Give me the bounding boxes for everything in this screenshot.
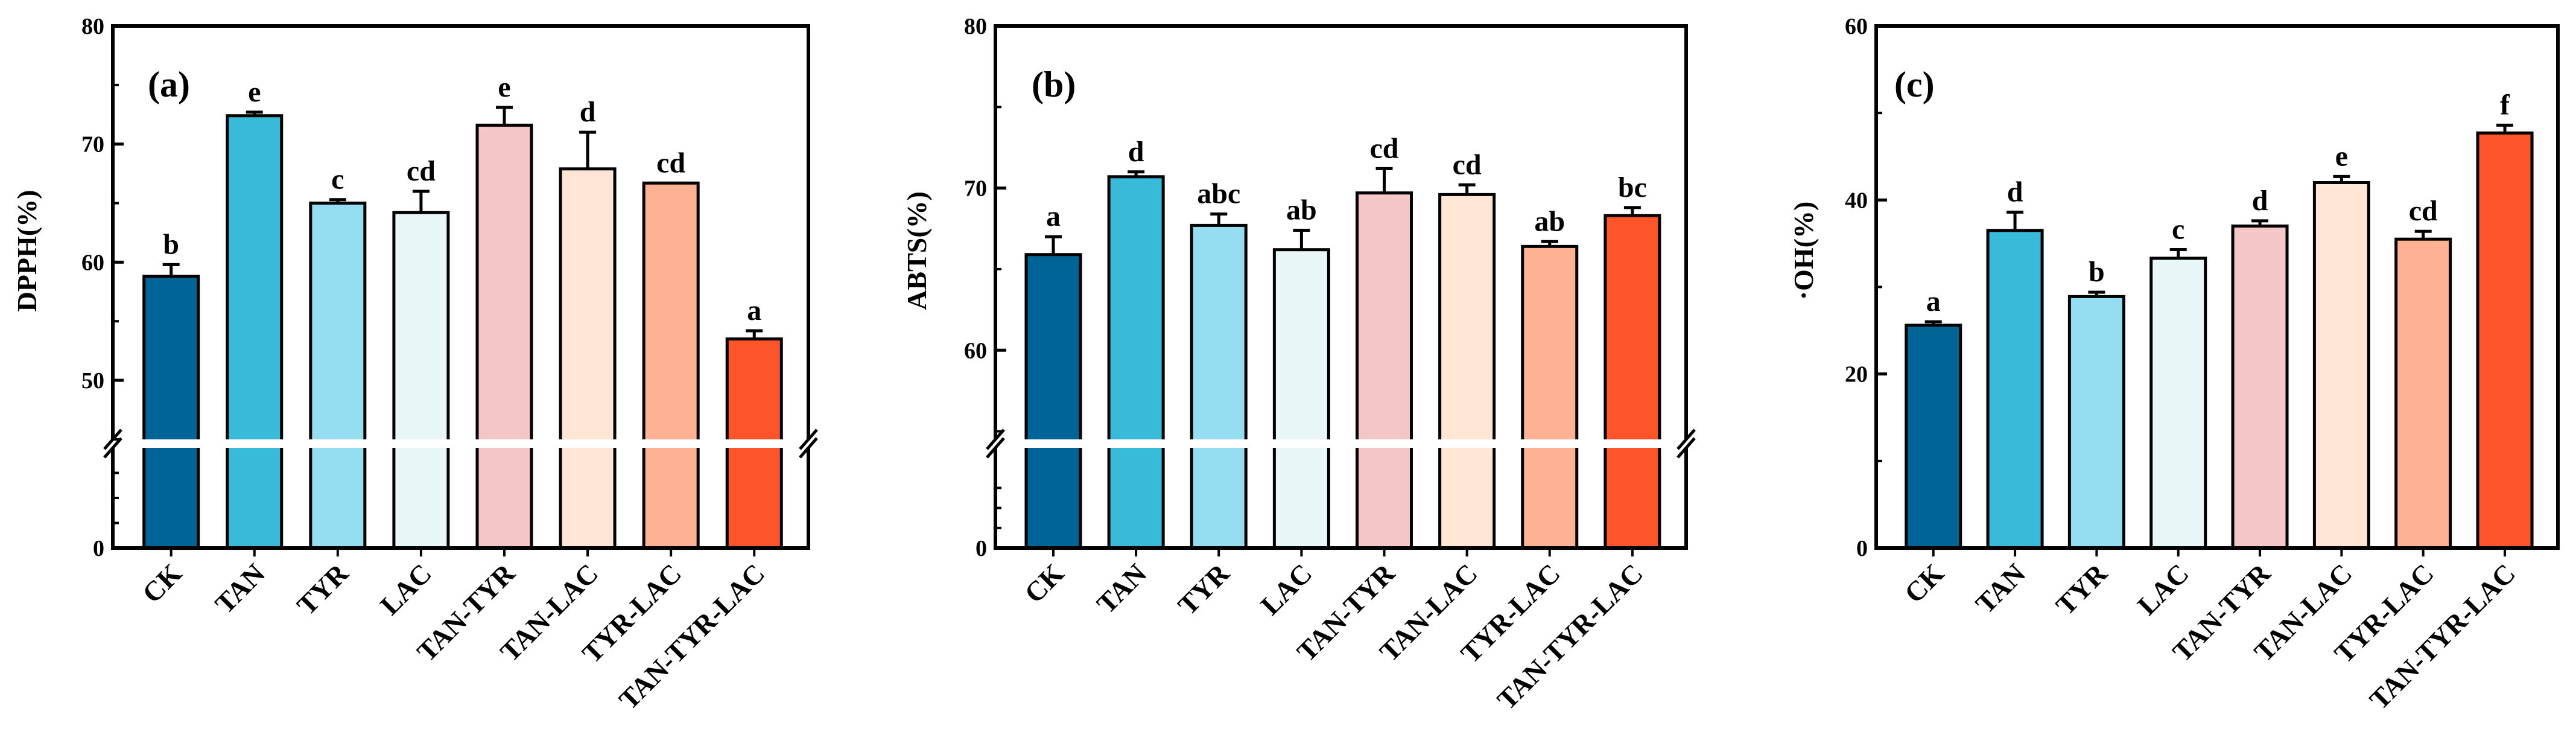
bar xyxy=(1604,214,1661,550)
x-tick-label: TAN-TYR-LAC xyxy=(613,558,770,715)
significance-letter: ab xyxy=(1286,194,1317,226)
bar xyxy=(2476,131,2534,550)
axis-break-gap xyxy=(989,439,1692,448)
y-tick-label: 20 xyxy=(1845,362,1868,387)
significance-letter: d xyxy=(580,96,596,128)
bar xyxy=(1272,248,1330,550)
x-tick-label: TAN xyxy=(1091,558,1152,619)
bar xyxy=(1024,253,1082,550)
significance-letter: cd xyxy=(2409,195,2438,227)
bar xyxy=(1986,229,2044,550)
bar xyxy=(1107,175,1165,550)
x-tick-label: CK xyxy=(136,558,188,609)
significance-letter: a xyxy=(747,295,761,327)
y-tick-label: 60 xyxy=(964,338,987,363)
significance-letter: c xyxy=(331,164,344,196)
x-tick-label: TAN-TYR-LAC xyxy=(1491,558,1649,715)
significance-letter: cd xyxy=(656,147,685,179)
y-tick-label: 0 xyxy=(976,536,987,561)
y-axis-label: DPPH(%) xyxy=(11,190,42,312)
plot-frame xyxy=(1874,24,2560,550)
y-tick-label: 40 xyxy=(1845,188,1868,213)
x-tick-label: LAC xyxy=(2131,558,2195,621)
axis-break-mark xyxy=(103,437,122,459)
panel-label: (b) xyxy=(1032,65,1076,104)
x-tick-label: CK xyxy=(1899,558,1950,609)
bar xyxy=(2067,295,2125,550)
significance-letter: a xyxy=(1046,200,1061,232)
significance-letter: f xyxy=(2500,89,2510,121)
y-tick-label: 70 xyxy=(964,176,987,202)
plot-frame xyxy=(994,24,1688,550)
bar xyxy=(2149,257,2207,550)
y-tick-label: 80 xyxy=(964,14,987,39)
y-tick-label: 0 xyxy=(93,536,104,561)
bar xyxy=(559,167,617,550)
significance-letter: bc xyxy=(1618,171,1647,203)
axis-break-mark xyxy=(799,429,818,450)
x-tick-label: TYR xyxy=(291,557,354,620)
axis-break-mark xyxy=(1677,429,1696,450)
panel-label: (c) xyxy=(1894,65,1935,104)
bar xyxy=(642,181,700,550)
y-tick-label: 60 xyxy=(81,250,104,275)
significance-letter: e xyxy=(498,71,510,103)
x-tick-label: LAC xyxy=(374,558,437,621)
significance-letter: c xyxy=(2172,214,2184,246)
significance-letter: a xyxy=(1926,285,1941,317)
significance-letter: cd xyxy=(1453,148,1482,180)
bar xyxy=(2394,237,2452,550)
y-tick-label: 70 xyxy=(81,132,104,158)
significance-letter: e xyxy=(2335,140,2348,172)
bar xyxy=(1190,223,1248,550)
bar xyxy=(142,275,200,550)
y-tick-label: 80 xyxy=(81,14,104,39)
x-tick-label: CK xyxy=(1018,558,1070,609)
bar xyxy=(392,211,450,550)
axis-break-gap xyxy=(107,439,814,448)
significance-letter: cd xyxy=(407,155,436,187)
significance-letter: ab xyxy=(1534,205,1565,237)
x-tick-label: TAN xyxy=(209,558,270,619)
significance-letter: d xyxy=(2007,176,2023,208)
significance-letter: d xyxy=(2252,185,2268,217)
bar xyxy=(475,123,533,550)
significance-letter: d xyxy=(1128,136,1144,168)
y-tick-label: 50 xyxy=(81,368,104,394)
y-axis-label: ABTS(%) xyxy=(901,191,932,310)
significance-letter: e xyxy=(248,76,261,108)
bar xyxy=(1355,191,1413,550)
significance-letter: cd xyxy=(1369,132,1398,164)
plot-frame xyxy=(111,24,810,550)
panel-a-chart: bCKeTANcTYRcdLACeTAN-TYRdTAN-LACcdTYR-LA… xyxy=(11,14,818,715)
bar xyxy=(2231,225,2289,550)
bar xyxy=(1438,193,1496,550)
axis-break-mark xyxy=(986,437,1005,459)
significance-letter: b xyxy=(2089,256,2105,288)
panel-b-chart: aCKdTANabcTYRabLACcdTAN-TYRcdTAN-LACabTY… xyxy=(901,14,1696,715)
significance-letter: abc xyxy=(1197,178,1240,210)
bar xyxy=(2312,181,2370,550)
x-tick-label: TYR xyxy=(1172,557,1236,620)
x-tick-label: TAN xyxy=(1970,558,2031,619)
significance-letter: b xyxy=(163,228,179,260)
bar xyxy=(309,202,367,550)
panel-label: (a) xyxy=(148,65,190,104)
y-tick-label: 60 xyxy=(1845,14,1868,39)
axis-break-mark xyxy=(986,429,1005,450)
y-axis-label: ·OH(%) xyxy=(1788,202,1819,301)
panel-c-chart: aCKdTANbTYRcLACdTAN-TYReTAN-LACcdTYR-LAC… xyxy=(1788,14,2560,715)
x-tick-label: LAC xyxy=(1255,558,1318,621)
x-tick-label: TAN-TYR-LAC xyxy=(2364,558,2521,715)
axis-break-mark xyxy=(1677,437,1696,459)
bar xyxy=(1905,324,1962,550)
x-tick-label: TYR xyxy=(2050,557,2113,620)
bar xyxy=(226,114,284,550)
bar xyxy=(1521,244,1579,550)
y-tick-label: 0 xyxy=(1856,536,1868,561)
axis-break-mark xyxy=(799,437,818,459)
